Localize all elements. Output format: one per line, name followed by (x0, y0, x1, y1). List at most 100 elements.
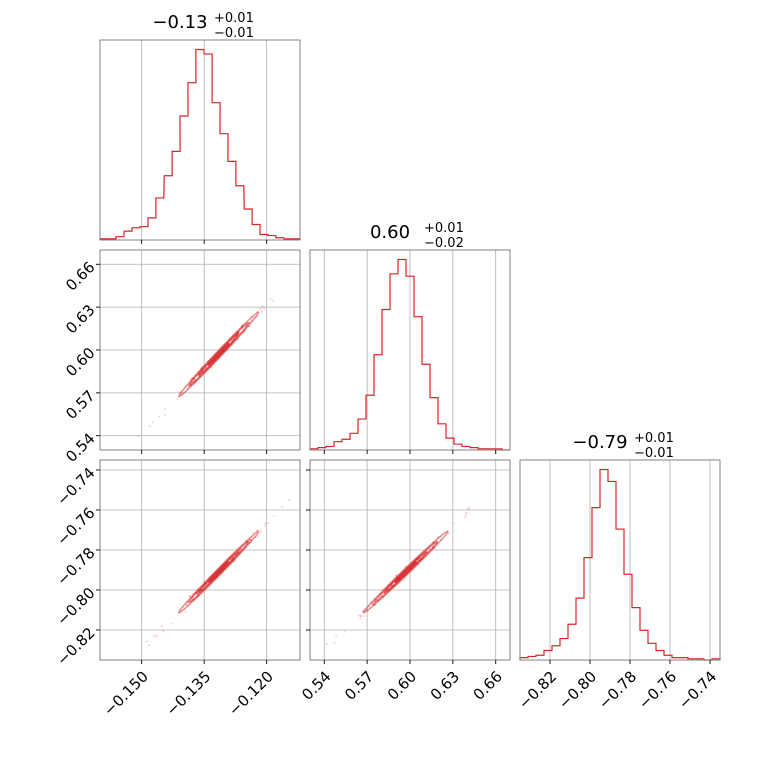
sample-point (264, 522, 267, 525)
y-tick-label: 0.54 (62, 430, 98, 466)
y-tick-label: 0.57 (62, 387, 98, 423)
sample-point (157, 415, 161, 418)
sample-point (147, 643, 151, 647)
histogram-bin (268, 236, 276, 240)
contour-level-3 (187, 321, 250, 387)
histogram-bin (640, 630, 648, 660)
sample-point (184, 610, 187, 613)
x-tick-label: −0.150 (100, 668, 152, 720)
sample-point (267, 521, 270, 525)
contour-level-3 (187, 540, 250, 604)
histogram-bin (124, 231, 132, 240)
histogram-step-line (309, 258, 510, 451)
y-tick-label: 0.60 (62, 344, 98, 380)
sample-point (359, 615, 363, 618)
sample-point (359, 617, 362, 620)
histogram-bin (568, 624, 576, 660)
contour-level-4 (362, 530, 449, 614)
histogram-bin (616, 529, 624, 660)
y-tick-label: 0.66 (62, 258, 98, 294)
contour-panel-2-1: 0.54 0.57 0.60 0.63 0.66 (298, 459, 511, 704)
contour-level-4 (177, 530, 260, 614)
histogram-bin (648, 643, 656, 660)
histogram-bin (656, 650, 664, 660)
sample-point (248, 538, 252, 541)
sample-point (175, 397, 178, 400)
histogram-bin (600, 470, 608, 660)
histogram-bin (454, 444, 462, 450)
histogram-bin (326, 446, 334, 450)
contour-level-2 (197, 550, 240, 594)
sample-point (447, 531, 451, 535)
histogram-bin (446, 438, 454, 450)
histogram-bin (140, 227, 148, 240)
histogram-bin (220, 134, 228, 240)
sample-point (343, 630, 346, 633)
histogram-bin (374, 355, 382, 450)
histogram-bin (382, 310, 390, 450)
sample-point (152, 635, 156, 638)
histogram-panel-0: −0.13 +0.01−0.01 (99, 11, 301, 244)
x-tick-label: 0.66 (470, 668, 506, 704)
histogram-bin (148, 218, 156, 240)
x-tick-label: 0.60 (384, 668, 420, 704)
histogram-bin (584, 558, 592, 660)
sample-point (188, 594, 192, 598)
sample-point (463, 515, 467, 519)
x-tick-label: −0.78 (595, 668, 640, 713)
axes-frame (99, 459, 301, 661)
title-lower-error: −0.02 (424, 236, 464, 251)
title-lower-error: −0.01 (214, 26, 254, 41)
sample-point (148, 425, 151, 428)
sample-point (145, 640, 148, 643)
sample-point (335, 634, 338, 637)
sample-point (259, 308, 262, 311)
contour-level-1 (394, 561, 417, 583)
histogram-bin (544, 650, 552, 660)
histogram-bin (664, 655, 672, 660)
histogram-bin (430, 398, 438, 450)
title-upper-error: +0.01 (424, 221, 464, 236)
sample-point (467, 507, 470, 510)
histogram-bin (252, 224, 260, 240)
histogram-bin (438, 424, 446, 450)
histogram-bin (414, 317, 422, 450)
histogram-bin (172, 151, 180, 240)
sample-point (163, 408, 167, 411)
histogram-bin (592, 508, 600, 660)
sample-point (156, 635, 159, 638)
sample-point (170, 622, 173, 625)
histogram-bin (164, 176, 172, 240)
histogram-bin (260, 234, 268, 240)
sample-point (259, 528, 262, 532)
sample-point (154, 634, 157, 637)
x-tick-label: −0.76 (635, 668, 680, 713)
contour-panel-1-0: 0.54 0.57 0.60 0.63 0.66 (62, 249, 301, 466)
sample-point (260, 306, 263, 309)
sample-point (325, 643, 329, 646)
x-tick-label: −0.135 (162, 668, 214, 720)
histogram-step-line (519, 468, 721, 661)
histogram-bin (236, 186, 244, 240)
sample-point (467, 508, 470, 511)
histogram-step-line (99, 48, 301, 240)
x-tick-label: 0.57 (341, 668, 377, 704)
sample-point (362, 614, 365, 618)
title-upper-error: +0.01 (214, 11, 254, 26)
contour-level-2 (197, 332, 240, 377)
histogram-bin (366, 395, 374, 450)
x-tick-label: −0.120 (225, 668, 277, 720)
histogram-bin (462, 446, 470, 450)
histogram-title: −0.13 (152, 12, 207, 33)
sample-point (261, 305, 264, 308)
y-tick-label: −0.74 (53, 464, 98, 509)
sample-point (281, 505, 284, 509)
histogram-bin (204, 54, 212, 240)
histogram-bin (132, 228, 140, 240)
histogram-panel-1: 0.60 +0.01−0.02 (309, 221, 511, 454)
sample-point (359, 614, 362, 617)
sample-point (256, 528, 259, 532)
y-tick-label: −0.78 (53, 544, 98, 589)
histogram-bin (350, 433, 358, 450)
